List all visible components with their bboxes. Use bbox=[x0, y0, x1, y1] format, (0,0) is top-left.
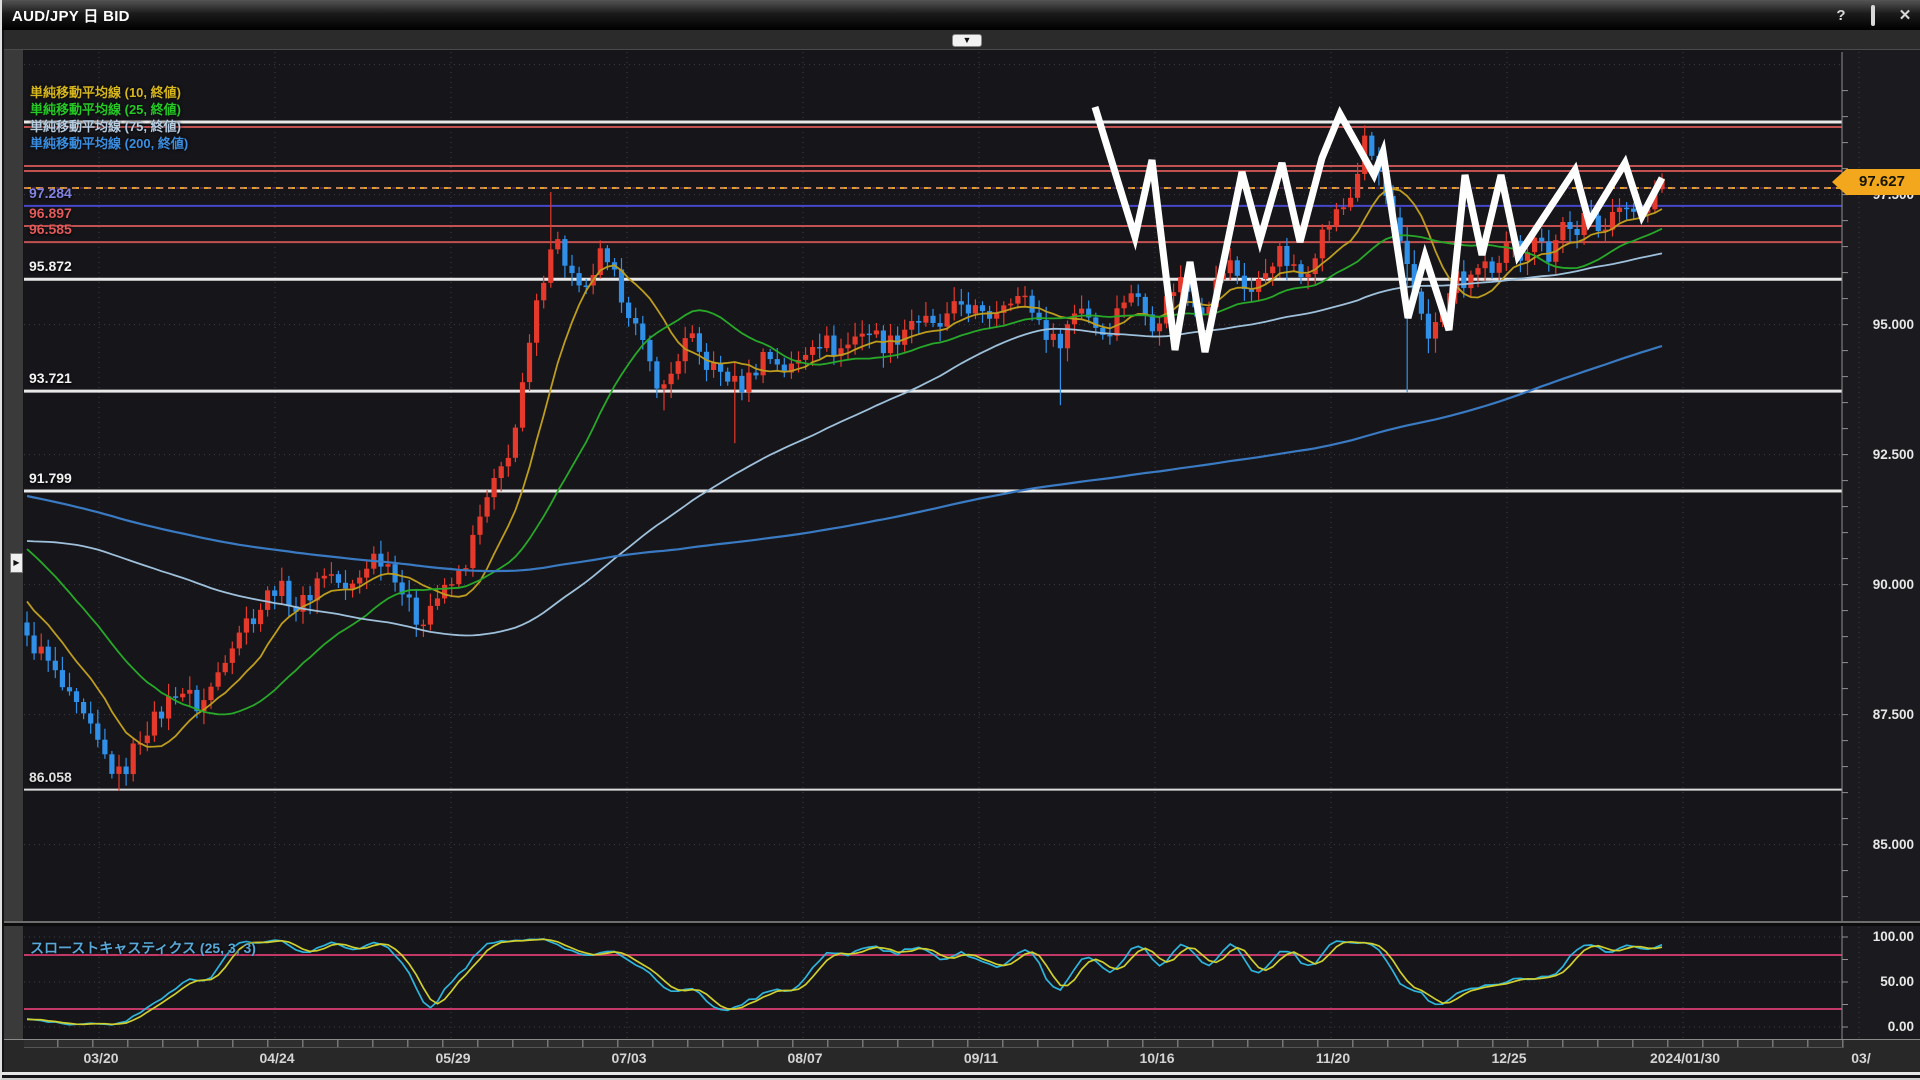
price-line-label: 96.897 bbox=[29, 204, 72, 221]
price-axis[interactable] bbox=[1842, 50, 1920, 1039]
close-icon[interactable]: ✕ bbox=[1898, 7, 1912, 24]
x-axis-label: 05/29 bbox=[435, 1050, 471, 1066]
x-axis-label: 12/25 bbox=[1491, 1050, 1527, 1066]
y-axis-label: 85.000 bbox=[1872, 836, 1914, 852]
y-axis-label: 92.500 bbox=[1872, 446, 1914, 462]
y-axis-label: 95.000 bbox=[1872, 316, 1914, 332]
price-line-label: 93.721 bbox=[29, 370, 72, 387]
time-axis[interactable]: 03/20 04/24 05/29 07/03 08/07 09/11 10/16 11/20… bbox=[4, 1039, 1920, 1072]
legend-item-ma2[interactable]: 単純移動平均線 (75, 終値) bbox=[30, 119, 181, 134]
legend-item-ma1[interactable]: 単純移動平均線 (25, 終値) bbox=[30, 102, 181, 117]
bottom-border bbox=[2, 1072, 1920, 1075]
stoch-axis-label: 0.00 bbox=[1887, 1019, 1914, 1034]
x-axis-label: 03/ bbox=[1851, 1050, 1871, 1066]
price-line-label: 86.058 bbox=[29, 768, 72, 785]
x-axis-label: 09/11 bbox=[963, 1050, 999, 1066]
current-price-tag: 97.627 bbox=[1832, 169, 1920, 195]
price-line-label: 91.799 bbox=[29, 470, 72, 487]
window-controls: ? ✕ bbox=[1832, 0, 1914, 30]
x-axis-label: 2024/01/30 bbox=[1649, 1050, 1721, 1066]
stoch-axis-label: 100.00 bbox=[1872, 929, 1914, 944]
price-line-label: 95.872 bbox=[29, 258, 72, 275]
stochastic-plot[interactable] bbox=[24, 927, 1842, 1039]
y-axis-label: 90.000 bbox=[1872, 576, 1914, 592]
x-axis-label: 11/20 bbox=[1315, 1050, 1351, 1066]
help-icon[interactable]: ? bbox=[1836, 6, 1846, 24]
time-tick-strip bbox=[24, 1040, 1844, 1048]
titlebar: AUD/JPY 日 BID ? ✕ bbox=[2, 0, 1920, 30]
collapse-panel-button[interactable]: ▼ bbox=[952, 34, 982, 47]
x-axis-label: 10/16 bbox=[1139, 1050, 1175, 1066]
x-axis-label: 03/20 bbox=[83, 1050, 119, 1066]
window-title: AUD/JPY 日 BID bbox=[12, 7, 130, 25]
main-chart-plot[interactable] bbox=[24, 50, 1842, 922]
stochastic-label: スローストキャスティクス (25, 3, 3) bbox=[30, 940, 256, 956]
pane-splitter[interactable] bbox=[4, 921, 1920, 926]
legend-item-ma0[interactable]: 単純移動平均線 (10, 終値) bbox=[30, 85, 181, 100]
stoch-axis-label: 50.00 bbox=[1880, 974, 1914, 989]
price-line-label: 96.585 bbox=[29, 221, 72, 238]
ma-legend: 単純移動平均線 (10, 終値) 単純移動平均線 (25, 終値) 単純移動平均線 … bbox=[30, 82, 189, 151]
maximize-icon[interactable] bbox=[1864, 4, 1882, 26]
legend-item-ma3[interactable]: 単純移動平均線 (200, 終値) bbox=[30, 136, 189, 151]
x-axis-label: 08/07 bbox=[787, 1050, 823, 1066]
x-axis-label: 07/03 bbox=[611, 1050, 647, 1066]
expand-panel-button[interactable]: ▶ bbox=[10, 553, 23, 573]
y-axis-label: 87.500 bbox=[1872, 706, 1914, 722]
x-axis-label: 04/24 bbox=[259, 1050, 295, 1066]
price-line-label: 97.284 bbox=[29, 184, 72, 201]
